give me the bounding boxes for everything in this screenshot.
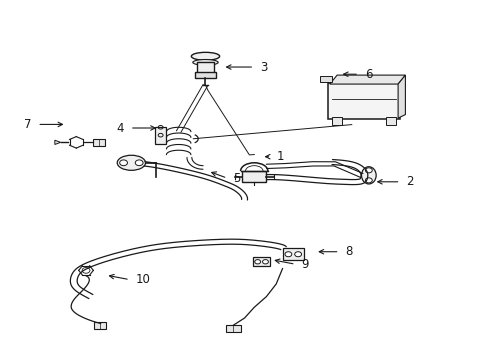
- Bar: [331, 117, 341, 125]
- Text: 7: 7: [24, 118, 31, 131]
- Bar: [194, 72, 216, 78]
- Circle shape: [254, 260, 260, 264]
- Circle shape: [365, 168, 371, 173]
- Ellipse shape: [191, 52, 219, 60]
- Text: 6: 6: [364, 68, 372, 81]
- Polygon shape: [55, 140, 61, 144]
- FancyBboxPatch shape: [328, 83, 399, 119]
- Circle shape: [285, 252, 291, 257]
- Circle shape: [135, 160, 143, 166]
- Circle shape: [365, 178, 371, 183]
- Circle shape: [262, 260, 268, 264]
- Text: 5: 5: [233, 172, 240, 185]
- Bar: [197, 62, 213, 73]
- Text: 3: 3: [260, 60, 267, 73]
- Bar: [155, 127, 165, 144]
- Ellipse shape: [117, 155, 145, 170]
- Bar: [93, 139, 104, 146]
- Text: 9: 9: [301, 258, 308, 271]
- Polygon shape: [397, 75, 405, 118]
- Bar: [242, 171, 266, 182]
- Bar: [320, 76, 331, 82]
- Bar: [225, 325, 240, 332]
- Text: 10: 10: [136, 273, 150, 286]
- Text: 2: 2: [406, 175, 413, 188]
- Polygon shape: [329, 75, 405, 84]
- Circle shape: [294, 252, 301, 257]
- Text: 8: 8: [345, 245, 352, 258]
- Text: 4: 4: [116, 122, 124, 135]
- Bar: [94, 322, 105, 329]
- Bar: [252, 257, 270, 266]
- Ellipse shape: [361, 167, 375, 184]
- Text: 1: 1: [277, 150, 284, 163]
- Ellipse shape: [192, 59, 218, 65]
- Bar: [282, 248, 304, 260]
- Bar: [385, 117, 395, 125]
- Circle shape: [120, 160, 127, 166]
